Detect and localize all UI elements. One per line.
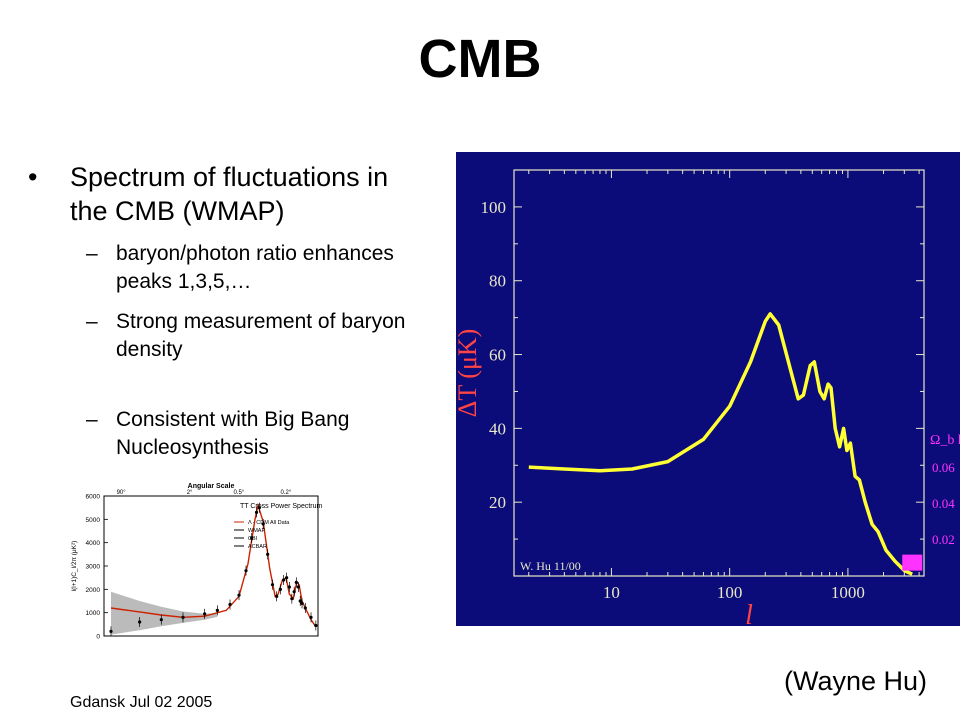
y-tick-label: 100 xyxy=(481,198,507,217)
right-axis-label: Ω_b h² xyxy=(930,433,960,448)
y-tick-label: 20 xyxy=(489,493,506,512)
spectrum-curve xyxy=(528,312,913,576)
inset-data-point xyxy=(250,536,254,540)
inset-data-point xyxy=(292,590,296,594)
inset-y-tick-label: 2000 xyxy=(86,587,101,594)
sub-bullet: – Strong measurement of baryon density xyxy=(86,310,406,361)
inset-data-point xyxy=(203,612,207,616)
inset-data-point xyxy=(261,522,265,526)
inset-data-point xyxy=(254,510,259,514)
main-bullet-text: Spectrum of fluctuations in the CMB (WMA… xyxy=(70,162,389,226)
inset-data-point xyxy=(290,597,294,601)
cosmic-variance-band xyxy=(111,591,218,635)
inset-data-point xyxy=(228,602,232,607)
inset-legend-entry: ACBAR xyxy=(248,544,267,550)
x-axis-label: l xyxy=(745,600,753,626)
inset-data-point xyxy=(287,585,291,589)
inset-y-tick-label: 0 xyxy=(96,634,100,641)
inset-data-point xyxy=(109,629,113,633)
wmap-tt-spectrum-chart: Angular Scale 90° 2° 0.5° 0.2° 0 1000 2000 3000 4… xyxy=(71,483,323,641)
right-tick-label: 0.04 xyxy=(932,496,955,511)
inset-legend-entry: Λ - CDM All Data xyxy=(248,520,290,526)
right-tick-label: 0.06 xyxy=(932,460,955,475)
inset-data-point xyxy=(296,585,300,589)
sub-bullet: – baryon/photon ratio enhances peaks 1,3,… xyxy=(86,242,394,293)
spectrum-marker xyxy=(902,554,923,571)
inset-legend-entry: CBI xyxy=(248,536,258,542)
inset-data-point xyxy=(298,599,302,603)
inset-data-point xyxy=(215,608,219,612)
inset-data-point xyxy=(266,552,270,556)
inset-data-point xyxy=(309,615,313,619)
bullet-dot: • xyxy=(28,162,38,192)
inset-top-tick-label: 90° xyxy=(117,490,127,496)
inset-data-point xyxy=(282,578,286,582)
inset-top-tick-label: 2° xyxy=(187,490,193,496)
cmb-power-spectrum-chart: 10 100 1000 20 40 60 80 100 ΔT (μK) l W. Hu 11/00 Ω… xyxy=(456,152,960,626)
inset-y-axis-label: l(l+1)C_l/2π (μK²) xyxy=(71,541,78,592)
y-tick-label: 40 xyxy=(489,419,506,438)
inset-data-point xyxy=(237,593,241,597)
footer-text: Gdansk Jul 02 2005 xyxy=(70,694,213,711)
chart-credit-label: W. Hu 11/00 xyxy=(520,559,581,573)
inset-data-point xyxy=(270,583,275,587)
x-tick-label: 1000 xyxy=(831,583,865,602)
x-tick-label: 10 xyxy=(603,583,620,602)
inset-title: TT Cross Power Spectrum xyxy=(240,503,323,510)
inset-y-tick-label: 4000 xyxy=(86,540,101,547)
inset-data-point xyxy=(294,580,298,584)
inset-data-point xyxy=(159,618,163,622)
y-axis-label: ΔT (μK) xyxy=(456,329,482,418)
inset-top-tick-label: 0.2° xyxy=(281,490,292,496)
right-tick-label: 0.02 xyxy=(932,532,955,547)
bullet-list: • Spectrum of fluctuations in the CMB (W… xyxy=(28,160,428,462)
inset-top-tick-label: 0.5° xyxy=(233,490,244,496)
plot-frame xyxy=(513,169,925,577)
inset-data-point xyxy=(275,594,279,598)
inset-y-tick-label: 3000 xyxy=(86,564,101,571)
inset-data-point xyxy=(314,623,318,628)
inset-data-point xyxy=(300,601,304,605)
inset-legend-entry: WMAP xyxy=(248,528,265,534)
inset-data-point xyxy=(303,606,307,610)
sub-bullet-text: Strong measurement of baryon density xyxy=(116,310,406,361)
sub-bullet-list: – baryon/photon ratio enhances peaks 1,3,… xyxy=(28,240,428,462)
sub-bullet-text: baryon/photon ratio enhances peaks 1,3,5… xyxy=(116,242,394,293)
y-tick-label: 80 xyxy=(489,272,506,291)
inset-data-point xyxy=(257,506,261,510)
sub-bullet-text: Consistent with Big Bang Nucleosynthesis xyxy=(116,408,350,459)
inset-data-point xyxy=(244,569,248,573)
sub-bullet: – Consistent with Big Bang Nucleosynthesi… xyxy=(86,408,350,459)
inset-data-point xyxy=(181,615,185,619)
inset-y-tick-label: 6000 xyxy=(86,494,101,501)
inset-top-axis-label: Angular Scale xyxy=(188,483,235,490)
y-tick-label: 60 xyxy=(489,346,506,365)
x-tick-label: 100 xyxy=(717,583,743,602)
slide-title: CMB xyxy=(418,29,542,89)
inset-y-tick-label: 1000 xyxy=(86,610,101,617)
main-bullet: • Spectrum of fluctuations in the CMB (W… xyxy=(28,160,428,228)
chart-background xyxy=(456,152,960,626)
inset-data-point xyxy=(138,620,142,624)
inset-data-point xyxy=(285,576,289,580)
image-credit: (Wayne Hu) xyxy=(784,666,928,696)
inset-y-tick-label: 5000 xyxy=(86,517,101,524)
inset-data-point xyxy=(278,587,282,591)
